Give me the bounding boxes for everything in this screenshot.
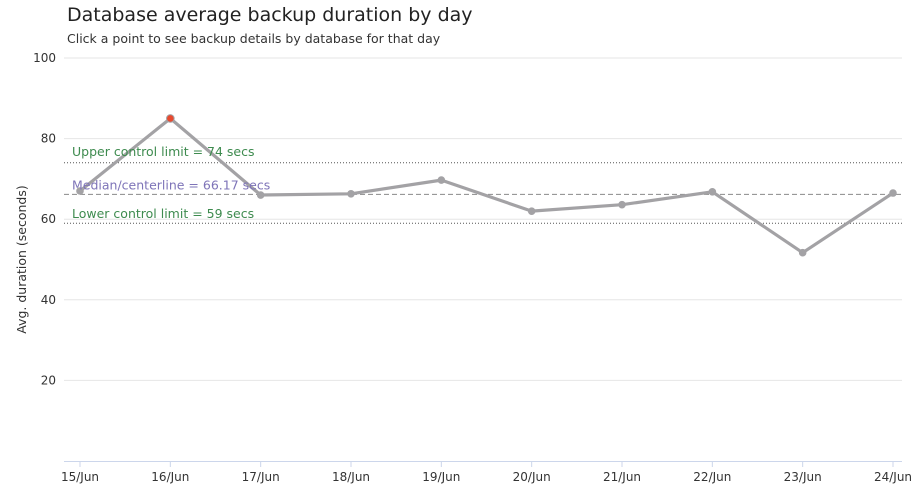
x-tick-label: 15/Jun	[61, 470, 99, 484]
x-tick-label: 16/Jun	[151, 470, 189, 484]
x-tick-label: 21/Jun	[603, 470, 641, 484]
x-tick-label: 24/Jun	[874, 470, 912, 484]
data-point[interactable]	[527, 207, 536, 215]
data-point[interactable]	[256, 191, 265, 199]
data-point[interactable]	[166, 114, 175, 123]
series-line	[78, 116, 895, 255]
x-tick-label: 19/Jun	[422, 470, 460, 484]
reference-line-label: Lower control limit = 59 secs	[72, 206, 254, 221]
x-tick-label: 23/Jun	[784, 470, 822, 484]
x-tick-label: 22/Jun	[693, 470, 731, 484]
data-point[interactable]	[708, 187, 717, 196]
data-point[interactable]	[347, 190, 355, 198]
y-tick-label: 100	[33, 51, 56, 65]
data-point[interactable]	[618, 200, 626, 209]
chart-title: Database average backup duration by day	[67, 4, 473, 26]
y-tick-label: 40	[41, 293, 56, 307]
data-point[interactable]	[437, 176, 446, 184]
y-tick-label: 20	[41, 373, 56, 387]
y-axis-title: Avg. duration (seconds)	[14, 185, 29, 334]
reference-line-label: Median/centerline = 66.17 secs	[72, 177, 270, 192]
reference-line-label: Upper control limit = 74 secs	[72, 144, 255, 159]
y-tick-label: 60	[41, 212, 56, 226]
chart-subtitle: Click a point to see backup details by d…	[67, 31, 441, 46]
x-tick-label: 18/Jun	[332, 470, 370, 484]
data-point[interactable]	[889, 189, 897, 197]
data-point[interactable]	[76, 187, 84, 195]
x-tick-label: 17/Jun	[242, 470, 280, 484]
x-tick-label: 20/Jun	[513, 470, 551, 484]
y-tick-label: 80	[41, 132, 56, 146]
data-point[interactable]	[798, 248, 807, 257]
